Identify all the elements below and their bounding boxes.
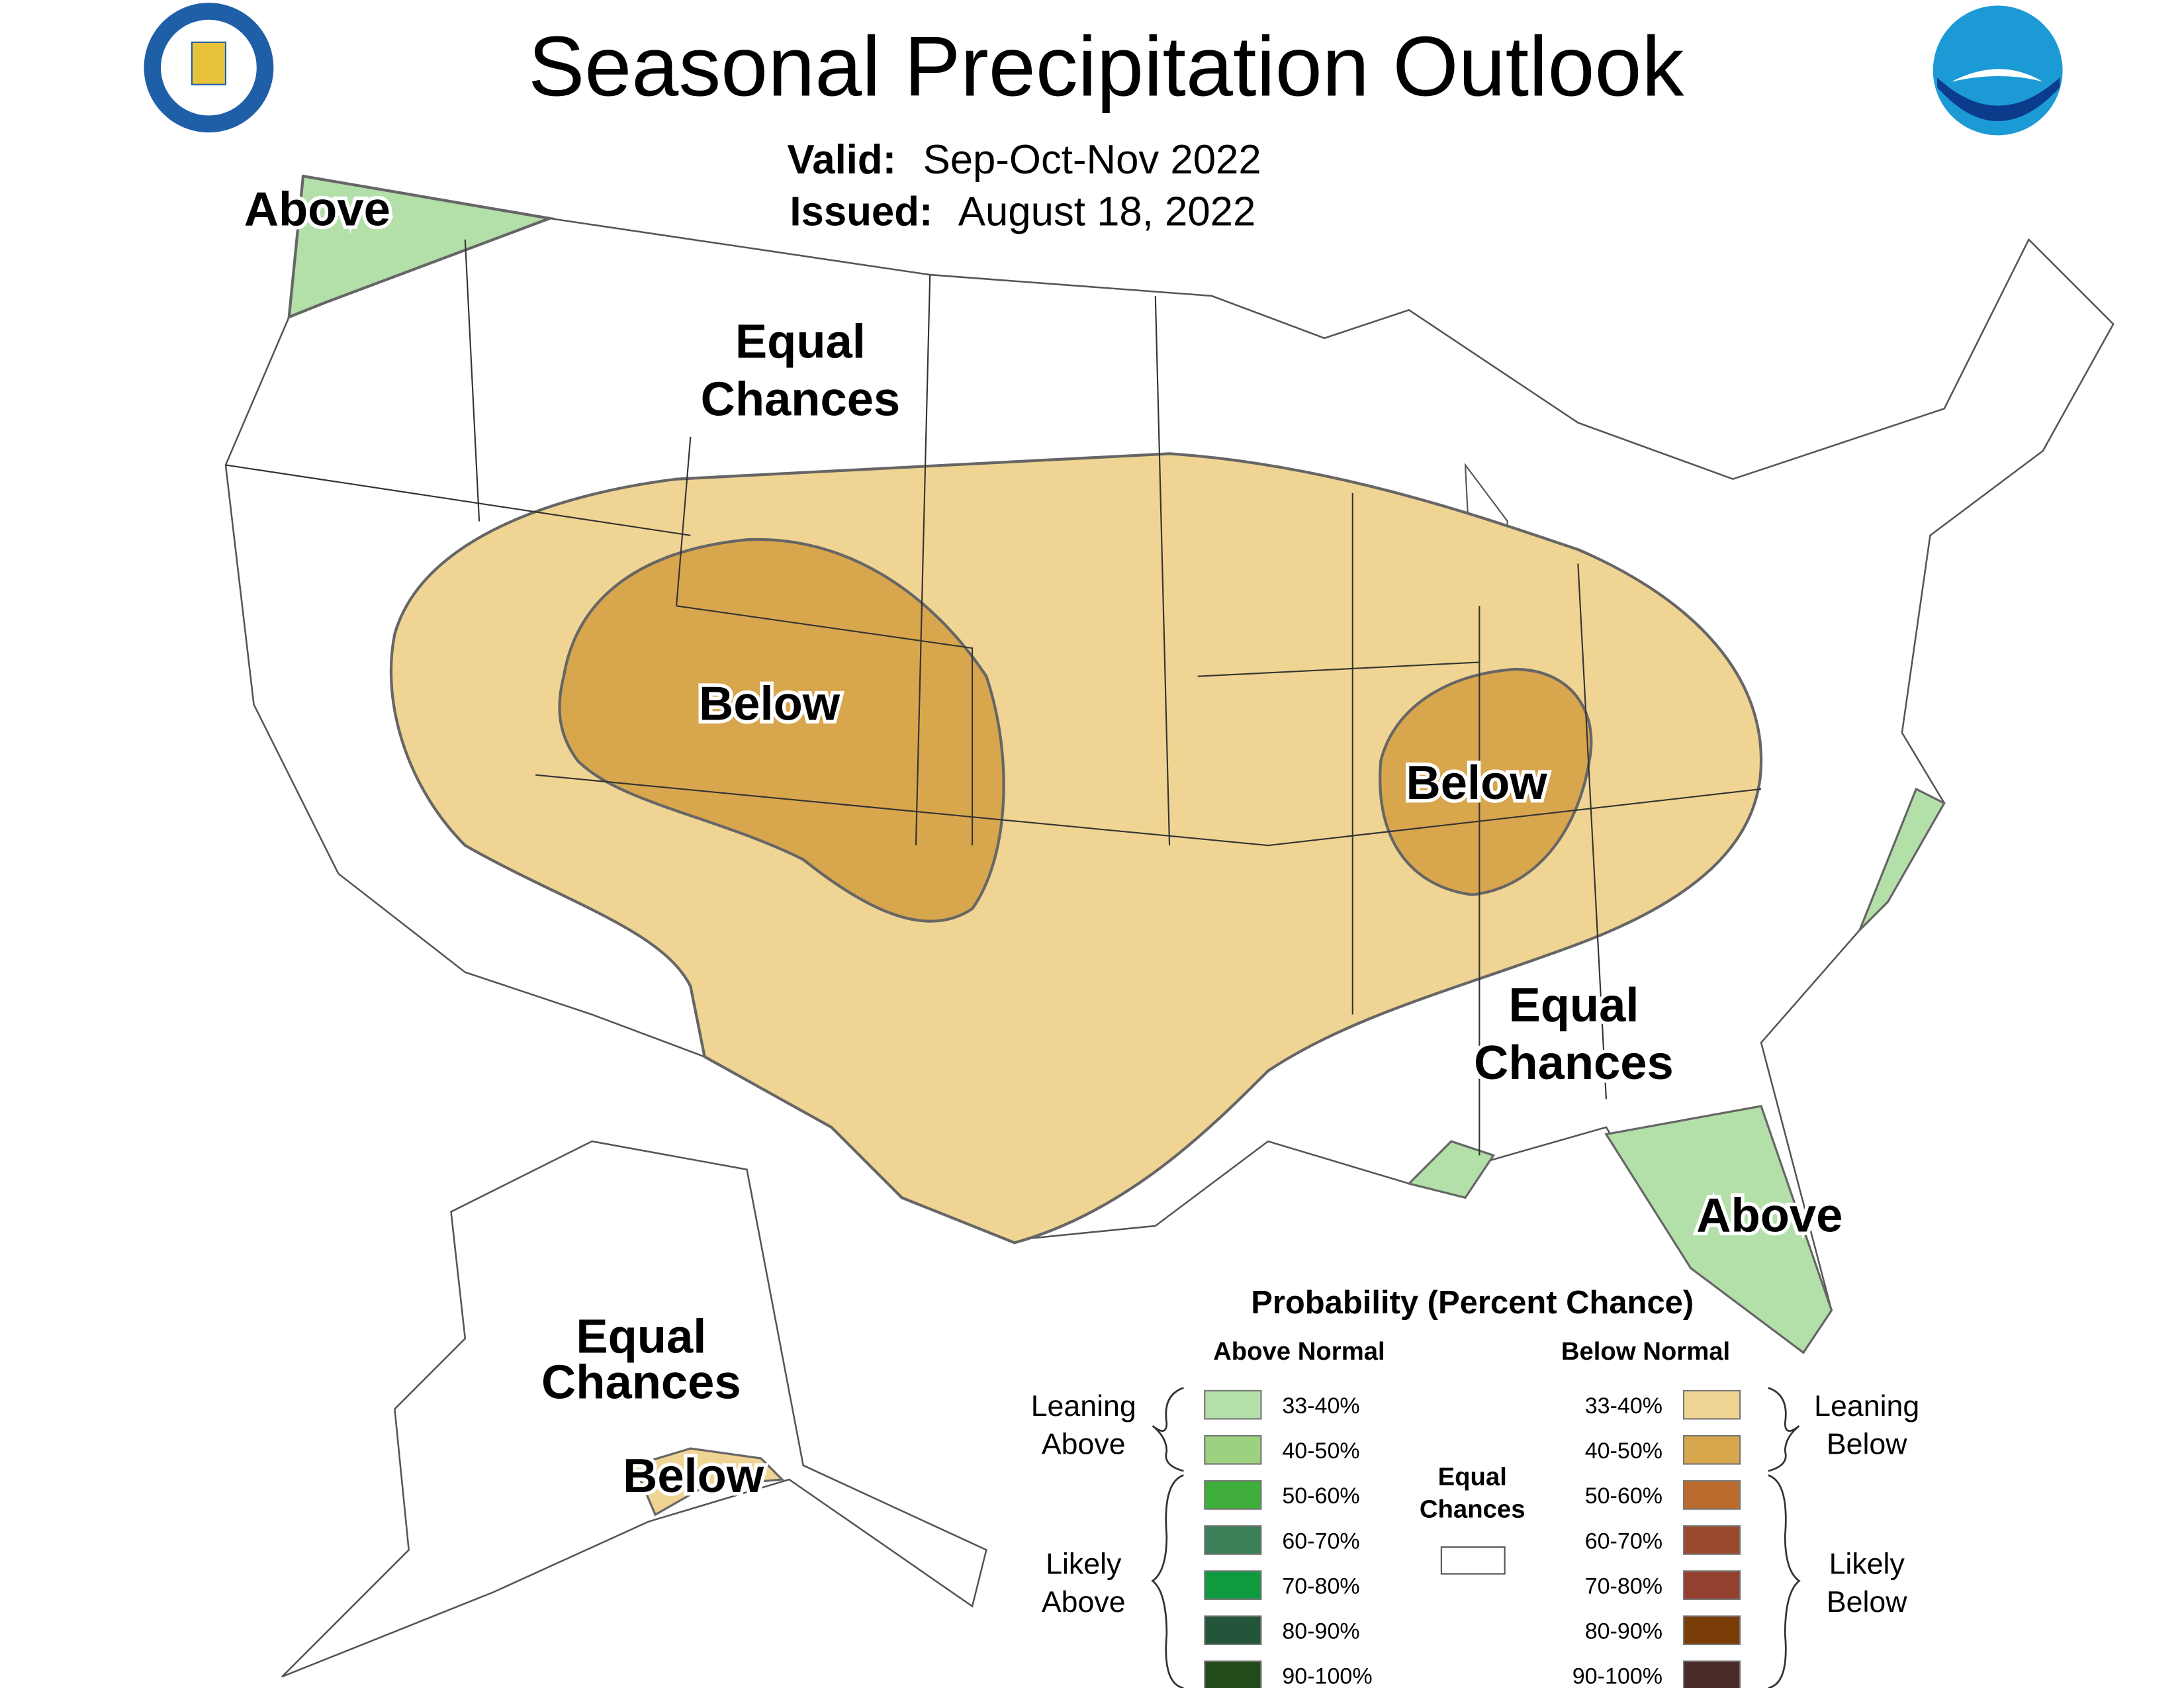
map-labels: AboveEqualChancesBelowBelowEqualChancesA… (240, 179, 1846, 1506)
state-lines (225, 239, 1762, 1156)
legend-title: Probability (Percent Chance) (1251, 1285, 1694, 1321)
equal-chances-label: Chances (1420, 1495, 1525, 1523)
below-header: Below Normal (1561, 1337, 1730, 1366)
legend-label: 50-60% (1282, 1483, 1359, 1509)
map-label: Equal (576, 1309, 706, 1363)
legend-swatch (1204, 1389, 1262, 1420)
map-label: Below (699, 677, 841, 731)
legend-swatch (1682, 1389, 1741, 1420)
group-label: Leaning (1031, 1390, 1136, 1423)
map-label: Below (623, 1449, 764, 1503)
map-label: Chances (701, 372, 901, 426)
group-label: Above (1042, 1429, 1126, 1461)
legend-label: 33-40% (1585, 1393, 1662, 1419)
legend-label: 90-100% (1572, 1664, 1662, 1688)
legend-swatch (1682, 1660, 1741, 1688)
legend-swatch (1204, 1434, 1262, 1465)
map-label: Above (1696, 1188, 1843, 1242)
legend-swatch (1204, 1615, 1262, 1646)
legend-swatch (1204, 1525, 1262, 1555)
legend-swatch (1682, 1434, 1741, 1465)
valid-label: Valid: (787, 137, 896, 183)
group-label: Below (1827, 1429, 1907, 1461)
legend-label: 90-100% (1282, 1664, 1372, 1688)
legend-swatch (1682, 1570, 1741, 1600)
legend-swatch (1204, 1480, 1262, 1510)
above-region-southeast (1406, 787, 1946, 1354)
legend-swatch (1204, 1660, 1262, 1688)
legend-swatch (1204, 1570, 1262, 1600)
equal-chances-label: Equal (1438, 1462, 1507, 1491)
group-label: Likely (1046, 1548, 1122, 1581)
title: Seasonal Precipitation Outlook (528, 20, 1684, 115)
map-label: Chances (541, 1355, 741, 1409)
commerce-logo (144, 3, 274, 133)
legend-swatch (1682, 1615, 1741, 1646)
group-label: Below (1827, 1586, 1907, 1618)
noaa-logo (1933, 5, 2063, 136)
map-label: Equal (1508, 978, 1639, 1032)
legend-label: 80-90% (1282, 1619, 1359, 1644)
legend-label: 80-90% (1585, 1619, 1662, 1644)
map-label: Above (244, 183, 390, 236)
legend-label: 33-40% (1282, 1393, 1359, 1419)
legend: Probability (Percent Chance) Above Norma… (1031, 1285, 1919, 1688)
map-label: Below (1406, 756, 1548, 810)
legend-swatch (1682, 1480, 1741, 1510)
below-40-50-region-west (558, 538, 1005, 923)
equal-chances-swatch (1440, 1546, 1506, 1575)
legend-label: 40-50% (1282, 1438, 1359, 1464)
alaska-below-region (633, 1447, 785, 1517)
issued-value: August 18, 2022 (958, 189, 1256, 235)
alaska (281, 1140, 987, 1678)
legend-label: 50-60% (1585, 1483, 1662, 1509)
group-label: Above (1042, 1586, 1126, 1618)
above-header: Above Normal (1213, 1337, 1385, 1366)
legend-swatch (1682, 1525, 1741, 1555)
issued-label: Issued: (790, 189, 933, 235)
legend-label: 60-70% (1282, 1528, 1359, 1554)
legend-label: 40-50% (1585, 1438, 1662, 1464)
group-label: Likely (1829, 1548, 1905, 1581)
group-label: Leaning (1814, 1390, 1919, 1423)
legend-label: 70-80% (1585, 1573, 1662, 1599)
legend-label: 70-80% (1282, 1573, 1359, 1599)
map-label: Equal (735, 315, 866, 369)
legend-braces (1151, 1387, 1801, 1688)
legend-label: 60-70% (1585, 1528, 1662, 1554)
valid-value: Sep-Oct-Nov 2022 (923, 137, 1261, 183)
above-region-northwest (287, 174, 555, 320)
map-label: Chances (1474, 1036, 1674, 1090)
